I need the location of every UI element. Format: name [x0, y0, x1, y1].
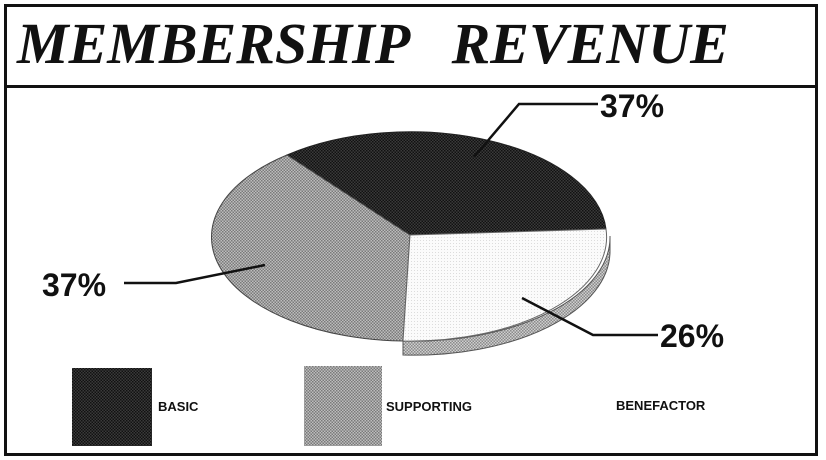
pct-label-basic: 37% — [600, 88, 664, 124]
pie-slice-benefactor — [402, 228, 608, 342]
pct-label-supporting: 37% — [42, 267, 106, 303]
legend-label-supporting: SUPPORTING — [386, 399, 472, 414]
leader-line-benefactor — [521, 296, 658, 337]
legend-swatch-benefactor — [530, 368, 610, 446]
leader-line-supporting — [124, 263, 266, 285]
title-divider — [7, 85, 815, 88]
pct-label-benefactor: 26% — [660, 318, 724, 354]
pie-slice-supporting — [211, 154, 411, 342]
chart-title: MEMBERSHIP REVENUE — [17, 11, 729, 76]
pie-rim — [402, 235, 611, 356]
legend-label-benefactor: BENEFACTOR — [616, 398, 706, 413]
legend-swatch-supporting — [304, 366, 382, 446]
legend-label-basic: BASIC — [158, 399, 199, 414]
leader-line-basic — [473, 102, 598, 158]
legend-swatch-basic — [72, 368, 152, 446]
